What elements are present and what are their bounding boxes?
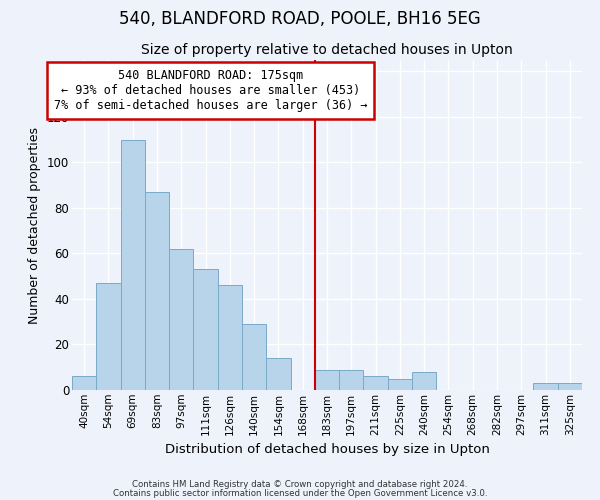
Bar bbox=[266, 358, 290, 390]
X-axis label: Distribution of detached houses by size in Upton: Distribution of detached houses by size … bbox=[164, 443, 490, 456]
Title: Size of property relative to detached houses in Upton: Size of property relative to detached ho… bbox=[141, 44, 513, 58]
Bar bbox=[339, 370, 364, 390]
Bar bbox=[388, 378, 412, 390]
Bar bbox=[145, 192, 169, 390]
Bar bbox=[121, 140, 145, 390]
Y-axis label: Number of detached properties: Number of detached properties bbox=[28, 126, 41, 324]
Bar bbox=[533, 383, 558, 390]
Bar bbox=[72, 376, 96, 390]
Bar bbox=[412, 372, 436, 390]
Text: 540, BLANDFORD ROAD, POOLE, BH16 5EG: 540, BLANDFORD ROAD, POOLE, BH16 5EG bbox=[119, 10, 481, 28]
Bar bbox=[364, 376, 388, 390]
Text: Contains public sector information licensed under the Open Government Licence v3: Contains public sector information licen… bbox=[113, 488, 487, 498]
Bar bbox=[218, 286, 242, 390]
Bar bbox=[193, 270, 218, 390]
Text: Contains HM Land Registry data © Crown copyright and database right 2024.: Contains HM Land Registry data © Crown c… bbox=[132, 480, 468, 489]
Bar bbox=[169, 249, 193, 390]
Bar bbox=[242, 324, 266, 390]
Bar bbox=[558, 383, 582, 390]
Bar bbox=[96, 283, 121, 390]
Text: 540 BLANDFORD ROAD: 175sqm
← 93% of detached houses are smaller (453)
7% of semi: 540 BLANDFORD ROAD: 175sqm ← 93% of deta… bbox=[53, 69, 367, 112]
Bar bbox=[315, 370, 339, 390]
